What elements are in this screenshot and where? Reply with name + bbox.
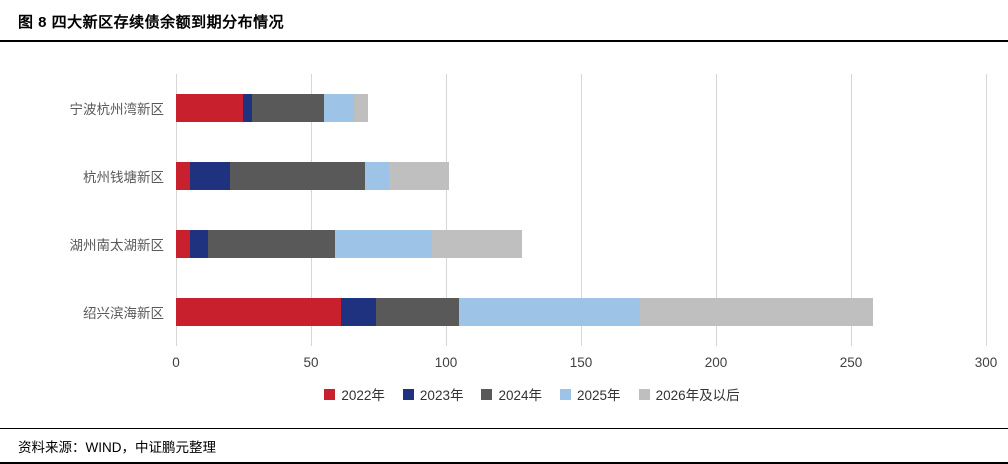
bar-segment — [432, 230, 522, 258]
legend-label: 2026年及以后 — [655, 388, 740, 403]
bar-segment — [375, 298, 460, 326]
chart-body: 宁波杭州湾新区杭州钱塘新区湖州南太湖新区绍兴滨海新区 — [18, 74, 987, 346]
bar-segment — [176, 162, 190, 190]
bar-segment — [354, 94, 368, 122]
category-label: 湖州南太湖新区 — [69, 238, 165, 253]
legend-swatch — [560, 388, 572, 400]
legend-item: 2026年及以后 — [638, 384, 740, 404]
category-label: 宁波杭州湾新区 — [69, 102, 165, 117]
bar-segment — [243, 94, 252, 122]
bar-track — [176, 74, 986, 142]
bar-segment — [459, 298, 641, 326]
x-tick-label: 300 — [974, 355, 998, 370]
bar-segment — [335, 230, 433, 258]
label-column: 宁波杭州湾新区杭州钱塘新区湖州南太湖新区绍兴滨海新区 — [18, 74, 176, 346]
legend-item: 2022年 — [324, 384, 385, 404]
x-tick-label: 250 — [839, 355, 863, 370]
figure-header: 图 8 四大新区存续债余额到期分布情况 — [0, 0, 1008, 42]
gridline — [986, 74, 987, 346]
bar-segment — [389, 162, 449, 190]
legend-label: 2024年 — [498, 388, 543, 403]
source-text: 资料来源：WIND，中证鹏元整理 — [18, 440, 216, 455]
bar-segment — [189, 162, 230, 190]
plot-area — [176, 74, 987, 346]
figure-title: 图 8 四大新区存续债余额到期分布情况 — [18, 14, 285, 31]
bar-segment — [230, 162, 365, 190]
bar-segment — [251, 94, 325, 122]
x-tick-label: 100 — [434, 355, 458, 370]
stacked-bar — [176, 298, 986, 326]
category-label: 绍兴滨海新区 — [83, 306, 164, 321]
stacked-bar — [176, 162, 986, 190]
bar-track — [176, 210, 986, 278]
bar-segment — [324, 94, 355, 122]
bar-segment — [208, 230, 336, 258]
bar-segment — [176, 94, 244, 122]
gridline — [581, 74, 582, 346]
legend-label: 2025年 — [577, 388, 621, 403]
gridline — [310, 74, 312, 346]
legend-swatch — [324, 388, 336, 400]
bar-segment — [176, 230, 190, 258]
legend-swatch — [481, 388, 493, 400]
stacked-bar — [176, 230, 986, 258]
bar-track — [176, 278, 986, 346]
gridlines — [176, 74, 987, 346]
legend-item: 2025年 — [560, 384, 621, 404]
legend-label: 2023年 — [419, 388, 464, 403]
gridline — [851, 74, 852, 346]
category-label: 杭州钱塘新区 — [83, 170, 164, 185]
legend-item: 2023年 — [402, 384, 464, 404]
x-axis: 0 50 100 150 200 250 300 — [172, 350, 997, 376]
legend-swatch — [402, 388, 414, 400]
bar-segment — [364, 162, 390, 190]
x-tick-label: 0 — [172, 355, 180, 370]
chart-area: 宁波杭州湾新区杭州钱塘新区湖州南太湖新区绍兴滨海新区 0 50 100 150 200 2… — [0, 42, 1008, 404]
legend-item: 2024年 — [481, 384, 542, 404]
legend: 2022年 2023年 2024年 2025年 2026年及以后 — [78, 384, 986, 404]
stacked-bar — [176, 94, 986, 122]
x-tick-label: 200 — [704, 355, 728, 370]
legend-swatch — [638, 388, 650, 400]
bar-segment — [189, 230, 209, 258]
bar-segment — [340, 298, 376, 326]
x-tick-label: 50 — [303, 355, 319, 370]
legend-label: 2022年 — [341, 388, 385, 403]
gridline — [176, 74, 177, 346]
x-tick-label: 150 — [569, 355, 593, 370]
gridline — [445, 74, 447, 346]
bar-segment — [640, 298, 873, 326]
source-footer: 资料来源：WIND，中证鹏元整理 — [0, 428, 1008, 464]
bar-track — [176, 142, 986, 210]
bar-segment — [176, 298, 341, 326]
gridline — [715, 74, 717, 346]
